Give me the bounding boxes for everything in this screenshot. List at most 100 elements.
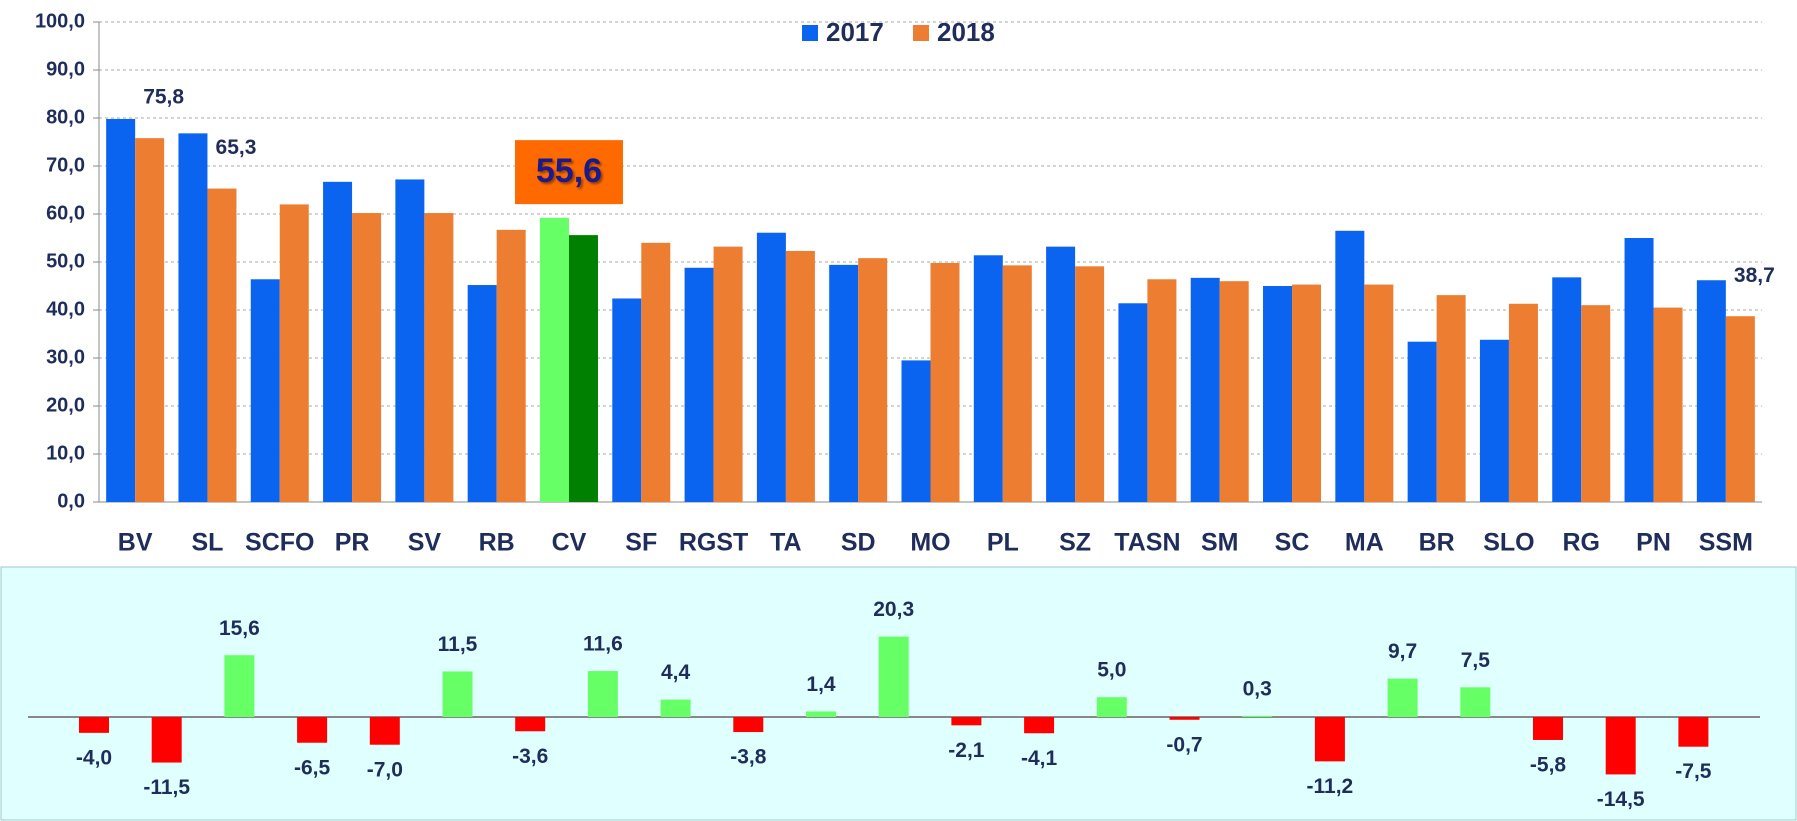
diff-bar	[297, 717, 328, 743]
bar	[1292, 284, 1322, 502]
highlight-box	[514, 140, 623, 205]
y-tick-label: 10,0	[46, 442, 85, 464]
bar	[930, 262, 960, 502]
x-tick-label: SF	[625, 529, 657, 557]
value-label: 9,7	[1388, 640, 1417, 663]
diff-bar	[878, 636, 909, 717]
y-tick-label: 60,0	[46, 202, 85, 224]
x-tick-label: SCFO	[245, 529, 314, 557]
bar	[424, 213, 454, 503]
diff-bar	[224, 655, 255, 717]
x-tick-label: CV	[552, 529, 587, 557]
bar	[539, 217, 569, 502]
x-tick-label: SZ	[1059, 529, 1091, 557]
bar	[1335, 230, 1365, 503]
diff-bar	[951, 717, 982, 726]
bar	[901, 360, 931, 502]
diff-bar	[660, 699, 691, 717]
bar	[1147, 279, 1177, 502]
value-label: -2,1	[948, 739, 985, 762]
bar	[785, 250, 815, 502]
bar	[106, 118, 136, 503]
x-tick-label: PL	[987, 529, 1019, 557]
value-label: 7,5	[1461, 649, 1491, 672]
bar	[279, 204, 309, 502]
x-tick-label: MO	[910, 529, 950, 557]
bar	[496, 229, 526, 502]
diff-bar	[1678, 717, 1709, 747]
bar	[1581, 305, 1611, 502]
y-tick-label: 30,0	[46, 346, 85, 368]
value-label: 4,4	[661, 661, 691, 684]
bar	[178, 133, 208, 503]
value-label: 1,4	[806, 673, 836, 696]
bar	[1219, 281, 1249, 502]
bar	[1725, 316, 1755, 502]
bar	[973, 255, 1003, 502]
y-tick-label: 80,0	[46, 106, 85, 128]
diff-bar	[1314, 717, 1345, 762]
diff-bar	[1096, 697, 1127, 717]
bar	[1653, 307, 1683, 502]
y-tick-label: 90,0	[46, 58, 85, 80]
diff-bar	[1024, 717, 1055, 734]
bar	[250, 279, 280, 502]
x-tick-label: BR	[1419, 529, 1455, 557]
value-label: -14,5	[1597, 788, 1645, 811]
bar	[1508, 303, 1538, 502]
bar	[641, 242, 671, 503]
value-label: -11,2	[1307, 775, 1354, 798]
x-tick-label: SC	[1275, 529, 1310, 557]
value-label: -5,8	[1530, 754, 1567, 777]
diff-bar	[1533, 717, 1563, 740]
value-label: 20,3	[873, 598, 914, 621]
legend-swatch	[913, 25, 929, 41]
value-label: -4,0	[76, 746, 112, 769]
y-tick-label: 50,0	[46, 250, 85, 272]
bar	[352, 213, 382, 503]
y-tick-label: 40,0	[46, 298, 85, 320]
bar	[1364, 284, 1394, 502]
bar	[568, 235, 598, 502]
value-label: 15,6	[219, 617, 260, 640]
x-tick-label: SL	[191, 529, 223, 557]
bar	[1002, 265, 1032, 502]
x-tick-label: SD	[841, 529, 876, 557]
y-tick-label: 20,0	[46, 394, 85, 416]
bar	[1263, 286, 1293, 502]
value-label: -3,8	[730, 746, 767, 769]
x-tick-label: RGST	[679, 529, 748, 557]
bar	[323, 181, 353, 502]
x-tick-label: SSM	[1699, 529, 1753, 557]
value-label: 55,6	[536, 152, 602, 190]
diff-bar	[442, 671, 473, 717]
value-label: 38,7	[1734, 264, 1775, 287]
diff-bar	[587, 671, 618, 717]
diff-bar	[151, 717, 182, 763]
value-label: -7,5	[1675, 760, 1712, 783]
diff-bar	[1605, 717, 1636, 775]
x-tick-label: SLO	[1483, 529, 1534, 557]
bar	[612, 298, 642, 502]
diff-bar	[1387, 678, 1418, 717]
x-tick-label: SM	[1201, 529, 1239, 557]
diff-bar	[369, 717, 400, 745]
x-tick-label: RG	[1562, 529, 1600, 557]
bar	[684, 267, 714, 502]
diff-bar	[733, 717, 764, 733]
diff-bar	[1460, 687, 1491, 717]
x-tick-label: PN	[1636, 529, 1671, 557]
value-label: -3,6	[512, 745, 548, 768]
bar	[713, 246, 743, 502]
bar	[467, 285, 497, 502]
legend-label: 2018	[937, 17, 995, 47]
value-label: 11,5	[438, 633, 478, 656]
bar	[829, 264, 859, 502]
value-label: 5,0	[1097, 659, 1126, 682]
value-label: -6,5	[294, 756, 331, 779]
bar	[207, 188, 237, 502]
bar	[395, 179, 425, 502]
y-tick-label: 100,0	[35, 10, 85, 32]
bar	[1436, 295, 1466, 502]
